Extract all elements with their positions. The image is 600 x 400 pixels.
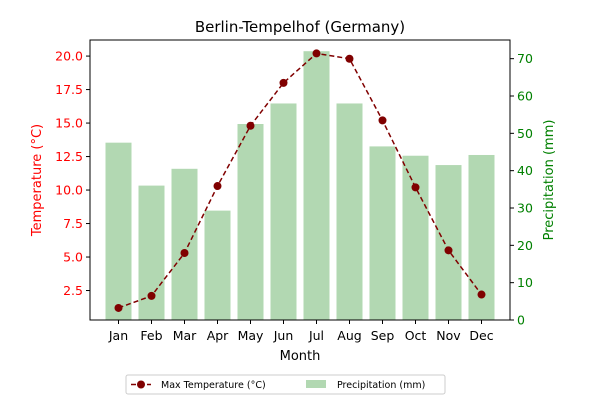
precipitation-bar-jan — [105, 142, 132, 320]
left-tick-label: 7.5 — [63, 216, 83, 231]
right-tick-label: 20 — [517, 238, 533, 253]
right-tick-label: 50 — [517, 126, 533, 141]
right-tick-label: 10 — [517, 275, 533, 290]
precipitation-bar-mar — [171, 168, 198, 320]
x-tick-label: Apr — [207, 328, 229, 343]
temperature-point-jul — [312, 49, 321, 58]
right-axis: 0 10 20 30 40 50 60 70 — [510, 51, 533, 328]
right-tick-label: 70 — [517, 51, 533, 66]
legend: Max Temperature (°C) Precipitation (mm) — [125, 374, 446, 395]
legend-line-marker — [137, 380, 145, 389]
precipitation-bar-may — [237, 124, 264, 320]
x-tick-label: Mar — [173, 328, 197, 343]
left-tick-label: 5.0 — [63, 250, 83, 265]
precipitation-bar-sep — [369, 146, 396, 320]
x-tick-label: Nov — [436, 328, 461, 343]
temperature-point-dec — [477, 290, 486, 299]
temperature-point-jun — [279, 78, 288, 87]
precipitation-bar-nov — [435, 165, 462, 320]
temperature-point-may — [246, 121, 255, 130]
legend-box — [125, 374, 446, 395]
x-tick-label: Jun — [273, 328, 294, 343]
temperature-point-jan — [114, 303, 123, 312]
temperature-line — [114, 49, 486, 312]
x-tick-label: Dec — [469, 328, 493, 343]
temperature-point-feb — [147, 291, 156, 300]
left-tick-label: 12.5 — [55, 149, 83, 164]
legend-bar-swatch — [306, 380, 326, 388]
chart-title: Berlin-Tempelhof (Germany) — [195, 18, 405, 36]
temperature-point-apr — [213, 182, 222, 191]
right-tick-label: 30 — [517, 201, 533, 216]
precipitation-bar-aug — [336, 103, 363, 320]
left-tick-label: 2.5 — [63, 283, 83, 298]
precipitation-bar-jun — [270, 103, 297, 320]
y-left-axis-label: Temperature (°C) — [30, 124, 45, 237]
x-tick-label: Aug — [337, 328, 361, 343]
temperature-line-path — [118, 52, 483, 309]
left-axis: 2.5 5.0 7.5 10.0 12.5 15.0 17.5 20.0 — [55, 49, 90, 298]
temperature-point-sep — [378, 116, 387, 125]
temperature-point-aug — [345, 54, 354, 63]
legend-label-temperature: Max Temperature (°C) — [161, 380, 266, 391]
left-tick-label: 15.0 — [55, 116, 83, 131]
temperature-point-oct — [411, 183, 420, 192]
right-tick-label: 0 — [517, 313, 525, 328]
x-axis-label: Month — [280, 349, 321, 364]
left-tick-label: 17.5 — [55, 82, 83, 97]
x-tick-label: Jan — [108, 328, 128, 343]
x-tick-label: Sep — [371, 328, 395, 343]
plot-frame — [89, 39, 511, 321]
left-tick-label: 20.0 — [55, 49, 83, 64]
x-tick-label: Oct — [405, 328, 427, 343]
temperature-point-nov — [444, 246, 453, 255]
right-tick-label: 60 — [517, 89, 533, 104]
precipitation-bar-apr — [204, 210, 231, 320]
precipitation-bar-oct — [402, 155, 429, 320]
precipitation-bars — [105, 51, 495, 320]
right-tick-label: 40 — [517, 163, 533, 178]
left-tick-label: 10.0 — [55, 183, 83, 198]
y-right-axis-label: Precipitation (mm) — [542, 120, 557, 241]
precipitation-bar-jul — [303, 51, 330, 320]
x-tick-label: Feb — [140, 328, 162, 343]
x-axis: Jan Feb Mar Apr May Jun Jul Aug Sep Oct Nov Dec — [108, 320, 494, 343]
x-tick-label: Jul — [308, 328, 324, 343]
legend-label-precipitation: Precipitation (mm) — [337, 380, 425, 391]
x-tick-label: May — [238, 328, 264, 343]
temperature-point-mar — [180, 249, 189, 258]
